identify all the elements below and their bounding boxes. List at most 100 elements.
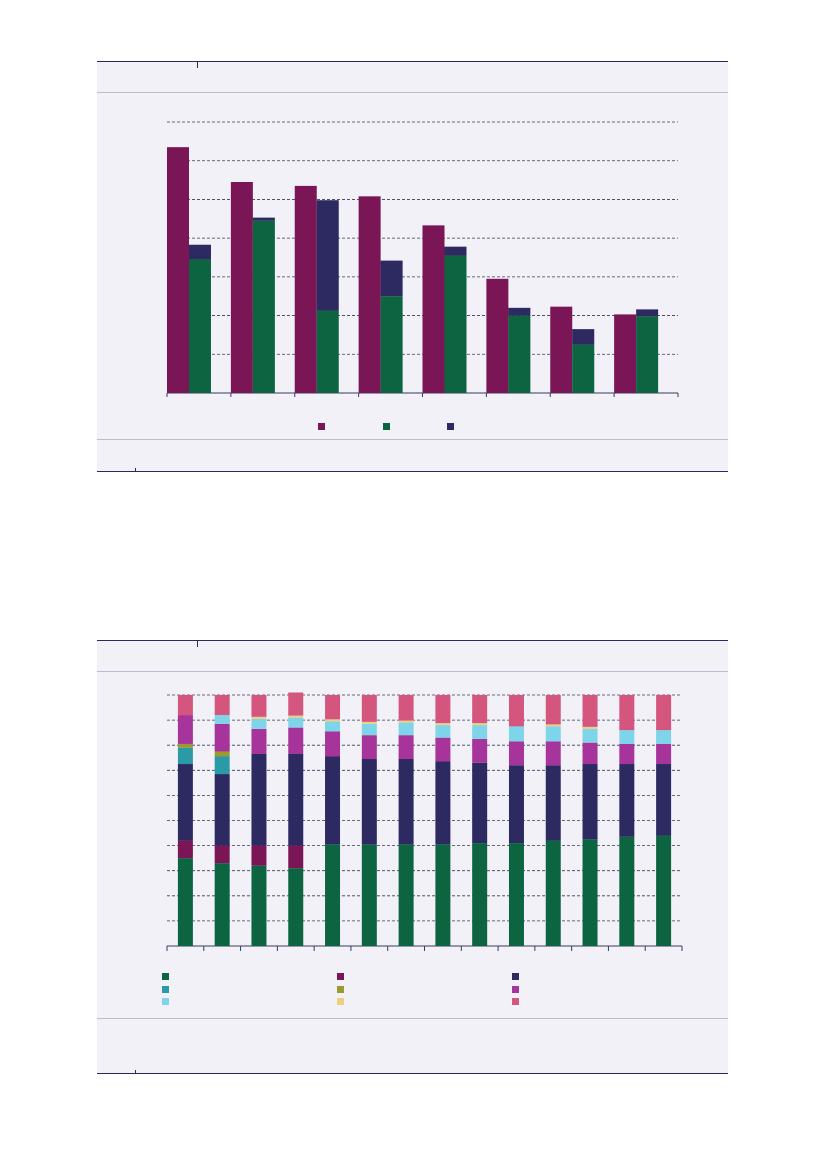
legend-swatch — [512, 998, 519, 1005]
stacked-segment-9 — [251, 695, 267, 717]
stacked-segment-3 — [619, 764, 635, 837]
stacked-segment-3 — [508, 765, 524, 844]
stacked-segment-8 — [398, 720, 414, 723]
legend-swatch — [337, 973, 344, 980]
stacked-segment-9 — [582, 695, 598, 727]
stacked-segment-6 — [288, 727, 304, 754]
stacked-segment-6 — [435, 737, 451, 762]
stacked-segment-7 — [325, 721, 341, 732]
stacked-segment-7 — [361, 723, 377, 736]
bar-series-a — [422, 225, 445, 393]
legend-swatch — [162, 998, 169, 1005]
stacked-segment-9 — [214, 695, 230, 716]
stacked-segment-2 — [251, 845, 267, 866]
stacked-segment-7 — [582, 728, 598, 743]
bar-series-c — [252, 217, 275, 221]
stacked-segment-6 — [472, 738, 488, 763]
stacked-segment-9 — [325, 695, 341, 720]
stacked-segment-6 — [361, 735, 377, 760]
stacked-segment-6 — [177, 715, 193, 744]
stacked-segment-1 — [545, 840, 561, 946]
chart-1 — [166, 121, 679, 430]
stacked-segment-1 — [177, 858, 193, 946]
stacked-segment-1 — [508, 843, 524, 946]
stacked-segment-6 — [214, 723, 230, 752]
stacked-segment-6 — [656, 743, 672, 765]
stacked-segment-3 — [214, 774, 230, 846]
stacked-segment-6 — [508, 741, 524, 766]
stacked-segment-7 — [545, 726, 561, 742]
bar-series-a — [230, 182, 253, 393]
bar-series-a — [294, 185, 317, 393]
legend-swatch — [447, 423, 454, 430]
stacked-segment-1 — [619, 836, 635, 946]
stacked-segment-3 — [398, 759, 414, 845]
stacked-segment-6 — [398, 735, 414, 760]
stacked-segment-8 — [361, 721, 377, 724]
legend-swatch — [512, 973, 519, 980]
legend-swatch — [383, 423, 390, 430]
stacked-segment-7 — [656, 730, 672, 744]
bar-series-b — [252, 220, 275, 393]
figure-1-panel — [97, 61, 728, 472]
legend-swatch — [512, 986, 519, 993]
stacked-segment-6 — [619, 743, 635, 765]
stacked-segment-6 — [545, 741, 561, 766]
stacked-segment-8 — [325, 719, 341, 722]
stacked-segment-7 — [619, 730, 635, 744]
stacked-segment-3 — [656, 764, 672, 836]
legend-swatch — [162, 973, 169, 980]
stacked-segment-1 — [472, 843, 488, 946]
stacked-segment-8 — [582, 726, 598, 729]
stacked-segment-8 — [251, 716, 267, 719]
stacked-segment-7 — [288, 717, 304, 728]
bar-series-c — [636, 309, 659, 317]
stacked-segment-9 — [472, 695, 488, 724]
stacked-segment-3 — [251, 753, 267, 846]
stacked-segment-9 — [361, 695, 377, 722]
stacked-segment-9 — [656, 695, 672, 731]
stacked-segment-1 — [325, 844, 341, 946]
stacked-segment-9 — [508, 695, 524, 727]
stacked-segment-1 — [288, 868, 304, 946]
stacked-segment-4 — [177, 747, 193, 765]
bar-series-b — [636, 316, 659, 393]
stacked-segment-3 — [325, 756, 341, 845]
figure-2-panel — [97, 640, 728, 1074]
stacked-segment-3 — [545, 765, 561, 841]
stacked-segment-5 — [177, 743, 193, 748]
stacked-segment-6 — [251, 728, 267, 754]
chart-2 — [162, 692, 683, 1005]
bar-series-c — [380, 260, 403, 297]
bar-series-b — [316, 310, 339, 393]
stacked-segment-8 — [288, 715, 304, 718]
stacked-segment-9 — [619, 695, 635, 731]
stacked-segment-3 — [177, 764, 193, 841]
bar-series-b — [444, 255, 467, 393]
stacked-segment-8 — [435, 723, 451, 726]
legend-swatch — [337, 998, 344, 1005]
bar-series-c — [189, 244, 211, 260]
legend-swatch — [162, 986, 169, 993]
bar-series-c — [508, 307, 531, 316]
bar-series-a — [614, 314, 637, 393]
stacked-segment-6 — [582, 742, 598, 765]
legend-swatch — [318, 423, 325, 430]
bar-series-b — [380, 296, 403, 393]
stacked-segment-7 — [214, 715, 230, 724]
stacked-segment-9 — [177, 695, 193, 716]
stacked-segment-1 — [582, 839, 598, 946]
bar-series-b — [572, 344, 595, 393]
bar-series-c — [572, 329, 595, 345]
bar-series-a — [486, 278, 509, 393]
bar-series-b — [508, 315, 531, 393]
stacked-segment-7 — [398, 722, 414, 736]
stacked-segment-9 — [398, 695, 414, 721]
stacked-segment-7 — [508, 726, 524, 742]
bar-series-c — [444, 246, 467, 256]
stacked-segment-2 — [177, 840, 193, 859]
bar-series-a — [550, 306, 573, 393]
figure-1-footer — [97, 439, 728, 472]
bar-series-c — [316, 200, 339, 311]
stacked-segment-8 — [472, 723, 488, 726]
